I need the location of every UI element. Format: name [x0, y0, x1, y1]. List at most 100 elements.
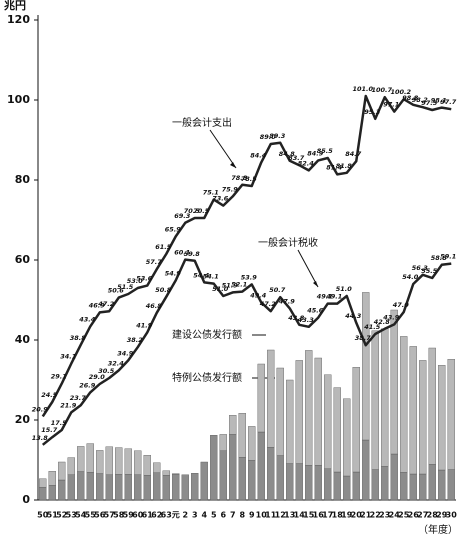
data-label: 38.2 — [127, 336, 144, 344]
x-tick-label: 29 — [436, 511, 448, 520]
data-label: 97.7 — [440, 98, 457, 106]
x-tick-label: 元 — [172, 511, 180, 520]
data-label: 13.8 — [32, 434, 49, 442]
bar-segment — [419, 360, 427, 475]
data-label: 49.1 — [326, 293, 342, 301]
bar-segment — [48, 485, 56, 501]
bar-segment — [438, 365, 446, 471]
bar-segment — [267, 447, 275, 501]
bar-segment — [333, 387, 341, 473]
x-tick-label: 19 — [341, 511, 353, 520]
data-label: 46.9 — [89, 301, 106, 309]
bar-segment — [257, 431, 265, 501]
x-tick-label: 4 — [201, 511, 207, 520]
data-label: 75.1 — [203, 189, 219, 197]
bar-segment — [257, 363, 265, 433]
data-label: 44.3 — [345, 312, 362, 320]
x-tick-label: 24 — [389, 511, 401, 520]
data-label: 24.5 — [41, 391, 58, 399]
bar-segment — [428, 464, 436, 501]
x-tick-label: 51 — [47, 511, 59, 520]
bar-segment — [362, 292, 370, 441]
data-label: 49.1 — [317, 293, 333, 301]
bar-segment — [115, 447, 123, 475]
data-label: 54.1 — [203, 273, 219, 281]
data-label: 84.9 — [307, 149, 324, 157]
data-label: 73.6 — [212, 195, 229, 203]
data-label: 55.5 — [421, 267, 438, 275]
bar-segment — [105, 446, 113, 475]
x-tick-label: 60 — [132, 511, 144, 520]
x-tick-label: 26 — [408, 511, 420, 520]
data-label: 32.4 — [108, 359, 125, 367]
data-label: 17.5 — [51, 419, 68, 427]
bar-segment — [39, 487, 47, 501]
x-tick-label: 62 — [151, 511, 162, 520]
data-label: 50.6 — [108, 287, 125, 295]
bar-segment — [229, 415, 237, 435]
data-label: 20.9 — [32, 405, 49, 413]
bar-segment — [371, 330, 379, 470]
data-label: 26.9 — [79, 381, 96, 389]
bar-segment — [286, 463, 294, 501]
data-label: 97.1 — [383, 101, 399, 109]
bar-segment — [58, 461, 66, 481]
bar-segment — [419, 473, 427, 501]
bar-segment — [124, 448, 132, 475]
data-label: 41.5 — [364, 323, 381, 331]
annotation: 一般会计税收 — [258, 236, 318, 249]
data-label: 46.8 — [146, 302, 163, 310]
data-label: 70.5 — [184, 207, 201, 215]
annotation: 特例公债发行额 — [172, 371, 242, 384]
x-tick-label: 3 — [192, 511, 198, 520]
bar-segment — [381, 328, 389, 467]
arrow — [297, 249, 319, 288]
bar-segment — [333, 471, 341, 501]
bar-segment — [77, 446, 85, 472]
data-label: 51.5 — [117, 283, 134, 291]
data-label: 84.4 — [250, 151, 267, 159]
data-label: 29.0 — [89, 373, 106, 381]
bar-segment — [172, 473, 180, 475]
y-tick-label: 80 — [15, 173, 31, 186]
data-label: 78.5 — [241, 175, 258, 183]
y-tick-label: 100 — [7, 93, 30, 106]
data-label: 84.7 — [345, 150, 362, 158]
x-tick-label: 50 — [37, 511, 49, 520]
bar-segment — [409, 473, 417, 501]
x-tick-label: 20 — [351, 511, 363, 520]
bar-segment — [124, 474, 132, 501]
bar-segment — [238, 457, 246, 501]
bar-segment — [115, 474, 123, 501]
x-tick-label: 15 — [303, 511, 315, 520]
x-tick-label: 11 — [265, 511, 277, 520]
data-label: 58.8 — [431, 254, 448, 262]
data-label: 54.4 — [193, 271, 210, 279]
data-label: 98.8 — [402, 94, 419, 102]
bar-segment — [162, 475, 170, 501]
data-label: 53.9 — [241, 273, 258, 281]
bar-segment — [371, 469, 379, 501]
x-tick-label: 23 — [379, 511, 390, 520]
bar-segment — [200, 461, 208, 501]
data-label: 59.8 — [184, 250, 201, 258]
data-label: 34.1 — [60, 353, 76, 361]
data-label: 47.9 — [279, 297, 296, 305]
data-label: 49.4 — [250, 291, 267, 299]
bar-segment — [58, 479, 66, 501]
data-label: 89.3 — [269, 132, 286, 140]
data-label: 95.3 — [364, 108, 381, 116]
x-tick-label: 12 — [275, 511, 286, 520]
data-label: 60.1 — [174, 249, 190, 257]
data-label: 98.1 — [431, 97, 447, 105]
bar-segment — [314, 357, 322, 466]
bar-segment — [39, 478, 47, 488]
bar-segment — [343, 475, 351, 501]
data-label: 82.4 — [298, 159, 315, 167]
arrow-head — [230, 162, 236, 168]
x-tick-label: 2 — [182, 511, 188, 520]
bar-segment — [134, 450, 142, 475]
bar-segment — [305, 465, 313, 501]
bar-segment — [248, 460, 256, 501]
data-label: 69.3 — [174, 212, 191, 220]
